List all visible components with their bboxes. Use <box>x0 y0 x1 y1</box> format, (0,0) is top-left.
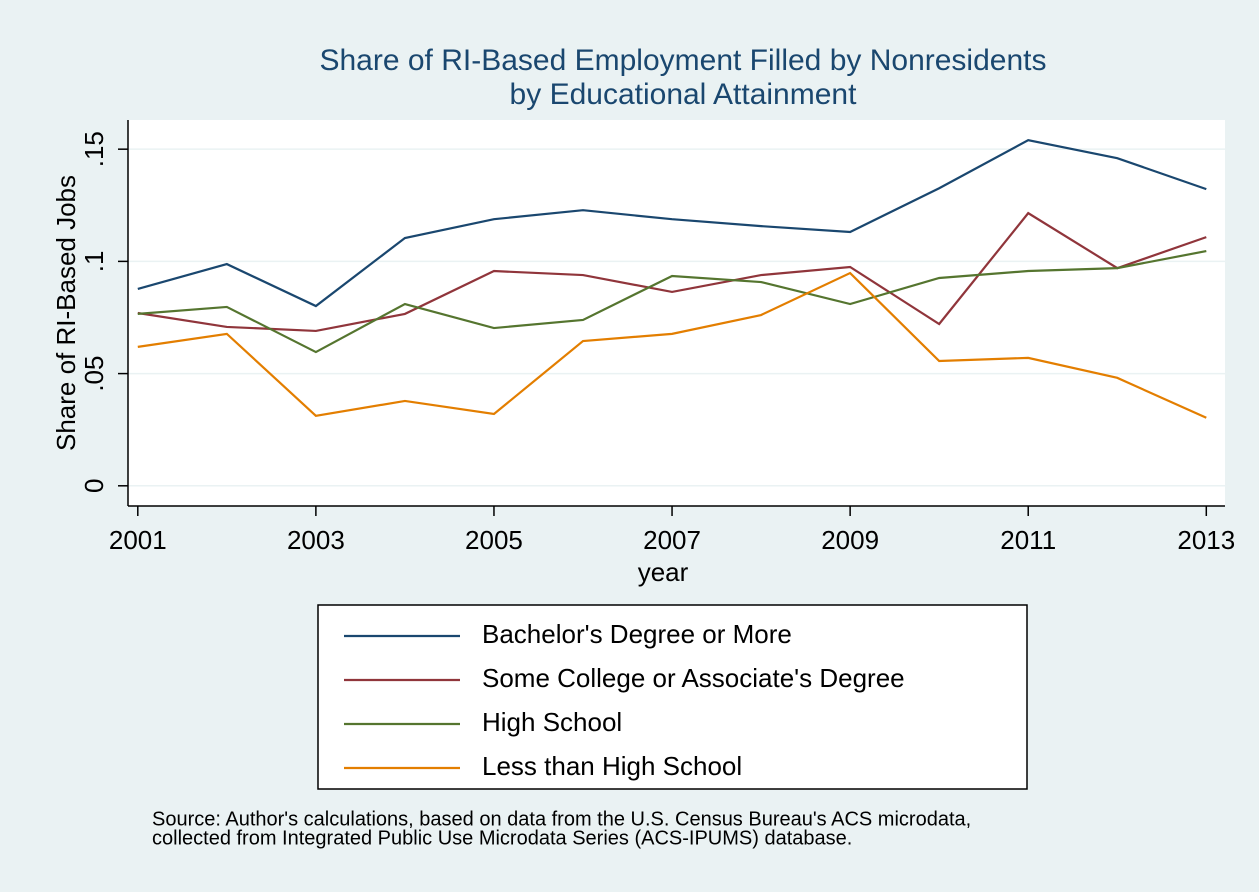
legend-label: Bachelor's Degree or More <box>482 619 792 649</box>
x-axis-title: year <box>638 557 689 587</box>
series-line <box>137 271 1207 419</box>
x-tick-label: 2001 <box>109 525 167 555</box>
source-note: collected from Integrated Public Use Mic… <box>152 827 852 849</box>
x-tick-label: 2013 <box>1177 525 1235 555</box>
plot-area <box>128 120 1225 506</box>
x-tick-label: 2003 <box>287 525 345 555</box>
x-tick-label: 2005 <box>465 525 523 555</box>
legend-label: High School <box>482 707 622 737</box>
legend-label: Some College or Associate's Degree <box>482 663 905 693</box>
y-tick-label: .15 <box>79 131 109 167</box>
series-line <box>137 211 1207 333</box>
chart-title: by Educational Attainment <box>510 78 858 111</box>
x-tick-label: 2009 <box>821 525 879 555</box>
x-tick-label: 2007 <box>643 525 701 555</box>
x-tick-label: 2011 <box>1000 525 1056 555</box>
legend-label: Less than High School <box>482 751 742 781</box>
y-axis-title: Share of RI-Based Jobs <box>51 175 81 451</box>
y-tick-label: .1 <box>79 251 109 273</box>
y-tick-label: .05 <box>79 356 109 392</box>
source-note: Source: Author's calculations, based on … <box>152 808 971 830</box>
chart-title: Share of RI-Based Employment Filled by N… <box>319 44 1046 77</box>
series-line <box>137 139 1207 308</box>
y-tick-label: 0 <box>79 479 109 493</box>
series-line <box>137 249 1207 354</box>
